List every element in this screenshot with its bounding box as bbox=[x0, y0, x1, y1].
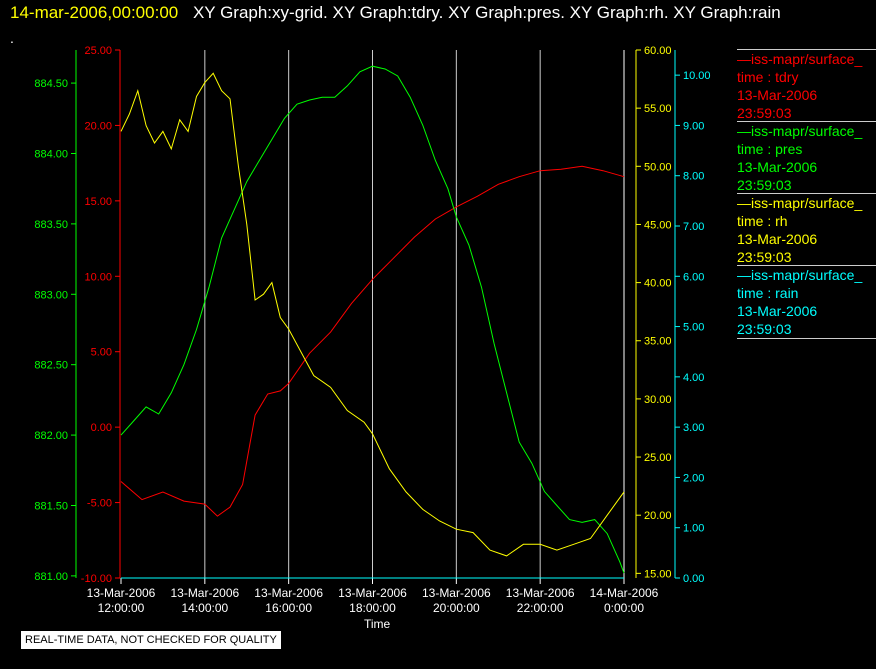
legend-desc: time : pres bbox=[737, 141, 803, 157]
rh-tick-label: 35.00 bbox=[644, 336, 672, 348]
x-tick-label: 13-Mar-2006 22:00:00 bbox=[505, 586, 575, 615]
rh-tick-label: 55.00 bbox=[644, 103, 672, 115]
tdry-tick-label: 0.00 bbox=[91, 422, 112, 434]
x-tick-label: 13-Mar-2006 20:00:00 bbox=[421, 586, 491, 615]
x-tick-label: 13-Mar-2006 18:00:00 bbox=[338, 586, 407, 615]
rain-tick-label: 2.00 bbox=[683, 472, 704, 484]
rh-tick-label: 30.00 bbox=[644, 394, 672, 406]
rain-tick-label: 1.00 bbox=[683, 523, 704, 535]
legend-tdry: —iss-mapr/surface_ time : tdry 13-Mar-20… bbox=[737, 49, 876, 122]
pres-tick-label: 881.00 bbox=[34, 571, 68, 583]
legend-date: 13-Mar-2006 bbox=[737, 303, 818, 319]
pres-tick-label: 881.50 bbox=[34, 500, 68, 512]
rain-tick-label: 7.00 bbox=[683, 221, 704, 233]
legend-rh: —iss-mapr/surface_ time : rh 13-Mar-2006… bbox=[737, 193, 876, 266]
timestamp: 14-mar-2006,00:00:00 bbox=[10, 3, 179, 22]
legend-desc: time : rain bbox=[737, 285, 799, 301]
rain-tick-label: 5.00 bbox=[683, 322, 704, 334]
legend-date: 13-Mar-2006 bbox=[737, 159, 818, 175]
legend-time: 23:59:03 bbox=[737, 321, 792, 337]
tdry-tick-label: 25.00 bbox=[84, 45, 112, 57]
rh-tick-label: 45.00 bbox=[644, 219, 672, 231]
pres-tick-label: 884.00 bbox=[34, 148, 68, 160]
x-tick-label: 13-Mar-2006 12:00:00 bbox=[86, 586, 156, 615]
tdry-tick-label: 5.00 bbox=[91, 347, 112, 359]
rh-tick-label: 60.00 bbox=[644, 45, 672, 57]
pres-tick-label: 883.50 bbox=[34, 219, 68, 231]
rain-tick-label: 9.00 bbox=[683, 120, 704, 132]
pres-tick-label: 883.00 bbox=[34, 289, 68, 301]
legend-desc: time : tdry bbox=[737, 69, 799, 85]
legend-date: 13-Mar-2006 bbox=[737, 231, 818, 247]
rain-tick-label: 10.00 bbox=[683, 70, 711, 82]
legend-title: —iss-mapr/surface_ bbox=[737, 267, 863, 283]
tdry-tick-label: 10.00 bbox=[84, 271, 112, 283]
rain-tick-label: 8.00 bbox=[683, 171, 704, 183]
legend-time: 23:59:03 bbox=[737, 177, 792, 193]
title-bar: 14-mar-2006,00:00:00 XY Graph:xy-grid. X… bbox=[10, 3, 781, 23]
tdry-tick-label: -10.00 bbox=[81, 573, 112, 585]
legend-desc: time : rh bbox=[737, 213, 788, 229]
tdry-series-line bbox=[120, 165, 625, 517]
pres-tick-label: 882.50 bbox=[34, 360, 68, 372]
rain-tick-label: 4.00 bbox=[683, 372, 704, 384]
x-axis-label: Time bbox=[364, 617, 391, 631]
legend-rain: —iss-mapr/surface_ time : rain 13-Mar-20… bbox=[737, 265, 876, 339]
rh-tick-label: 15.00 bbox=[644, 568, 672, 580]
series-layer bbox=[120, 65, 625, 579]
quality-note: REAL-TIME DATA, NOT CHECKED FOR QUALITY bbox=[21, 631, 281, 649]
axes-layer: 884.50 884.00 883.50 883.00 882.50 882.00 881.… bbox=[34, 45, 710, 585]
legend-pres: —iss-mapr/surface_ time : pres 13-Mar-20… bbox=[737, 121, 876, 194]
legend-time: 23:59:03 bbox=[737, 105, 792, 121]
rain-tick-label: 0.00 bbox=[683, 573, 704, 585]
rh-tick-label: 40.00 bbox=[644, 278, 672, 290]
x-tick-label: 13-Mar-2006 16:00:00 bbox=[254, 586, 323, 615]
rh-tick-label: 25.00 bbox=[644, 452, 672, 464]
marker-dot: . bbox=[10, 30, 14, 46]
grid-layer bbox=[204, 50, 541, 578]
graph-list: XY Graph:xy-grid. XY Graph:tdry. XY Grap… bbox=[192, 3, 781, 22]
legend-time: 23:59:03 bbox=[737, 249, 792, 265]
rh-tick-label: 20.00 bbox=[644, 510, 672, 522]
legend-title: —iss-mapr/surface_ bbox=[737, 123, 863, 139]
legend-title: —iss-mapr/surface_ bbox=[737, 195, 863, 211]
pres-tick-label: 882.00 bbox=[34, 430, 68, 442]
rh-series-line bbox=[120, 72, 625, 557]
rh-tick-label: 50.00 bbox=[644, 161, 672, 173]
rain-tick-label: 3.00 bbox=[683, 422, 704, 434]
x-tick-label: 13-Mar-2006 14:00:00 bbox=[170, 586, 240, 615]
pres-tick-label: 884.50 bbox=[34, 78, 68, 90]
rain-tick-label: 6.00 bbox=[683, 271, 704, 283]
tdry-tick-label: 20.00 bbox=[84, 120, 112, 132]
x-tick-label: 14-Mar-2006 0:00:00 bbox=[589, 586, 659, 615]
legend-date: 13-Mar-2006 bbox=[737, 87, 818, 103]
pres-series-line bbox=[120, 65, 625, 574]
tdry-tick-label: -5.00 bbox=[87, 498, 112, 510]
tdry-tick-label: 15.00 bbox=[84, 196, 112, 208]
legend-title: —iss-mapr/surface_ bbox=[737, 51, 863, 67]
